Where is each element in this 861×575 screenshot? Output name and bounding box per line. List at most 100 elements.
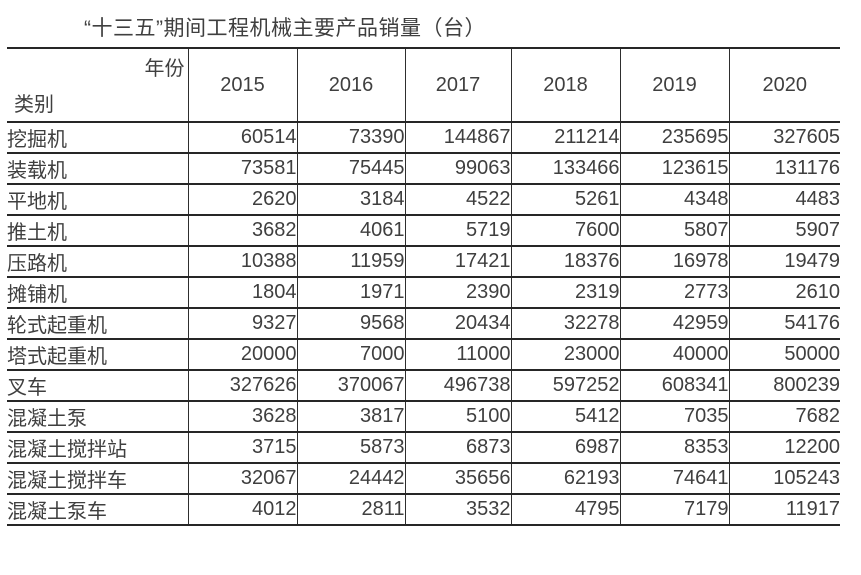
value-cell: 327605 (728, 122, 840, 153)
table-row: 混凝土泵车 4012 2811 3532 4795 7179 11917 (7, 494, 840, 525)
value-cell: 9568 (296, 308, 405, 339)
value-cell: 597252 (510, 370, 620, 401)
value-cell: 2773 (619, 277, 729, 308)
value-cell: 4348 (619, 184, 729, 215)
value-cell: 32278 (510, 308, 620, 339)
value-cell: 131176 (728, 153, 840, 184)
value-cell: 5261 (510, 184, 620, 215)
value-cell: 608341 (619, 370, 729, 401)
value-cell: 54176 (728, 308, 840, 339)
value-cell: 11917 (728, 494, 840, 525)
table-row: 压路机 10388 11959 17421 18376 16978 19479 (7, 246, 840, 277)
value-cell: 2319 (510, 277, 620, 308)
category-cell: 摊铺机 (7, 284, 67, 306)
value-cell: 5807 (619, 215, 729, 246)
table-row: 平地机 2620 3184 4522 5261 4348 4483 (7, 184, 840, 215)
value-cell: 19479 (728, 246, 840, 277)
year-header: 2015 (187, 48, 297, 122)
value-cell: 7000 (296, 339, 405, 370)
value-cell: 7035 (619, 401, 729, 432)
value-cell: 11959 (296, 246, 405, 277)
value-cell: 3817 (296, 401, 405, 432)
value-cell: 50000 (728, 339, 840, 370)
value-cell: 5100 (404, 401, 511, 432)
value-cell: 40000 (619, 339, 729, 370)
value-cell: 10388 (187, 246, 297, 277)
year-header: 2018 (510, 48, 620, 122)
value-cell: 5719 (404, 215, 511, 246)
value-cell: 6873 (404, 432, 511, 463)
value-cell: 3532 (404, 494, 511, 525)
category-cell: 装载机 (7, 160, 67, 182)
value-cell: 4522 (404, 184, 511, 215)
year-header: 2016 (296, 48, 405, 122)
table-row: 推土机 3682 4061 5719 7600 5807 5907 (7, 215, 840, 246)
table-row: 混凝土搅拌站 3715 5873 6873 6987 8353 12200 (7, 432, 840, 463)
table-row: 装载机 73581 75445 99063 133466 123615 131176 (7, 153, 840, 184)
value-cell: 75445 (296, 153, 405, 184)
value-cell: 1971 (296, 277, 405, 308)
category-cell: 混凝土泵 (7, 408, 87, 430)
value-cell: 211214 (510, 122, 620, 153)
value-cell: 11000 (404, 339, 511, 370)
category-cell: 轮式起重机 (7, 315, 107, 337)
value-cell: 73390 (296, 122, 405, 153)
category-cell: 混凝土泵车 (7, 501, 107, 523)
value-cell: 73581 (187, 153, 297, 184)
value-cell: 327626 (187, 370, 297, 401)
value-cell: 18376 (510, 246, 620, 277)
table-row: 混凝土泵 3628 3817 5100 5412 7035 7682 (7, 401, 840, 432)
value-cell: 99063 (404, 153, 511, 184)
value-cell: 7682 (728, 401, 840, 432)
value-cell: 4061 (296, 215, 405, 246)
value-cell: 12200 (728, 432, 840, 463)
value-cell: 2610 (728, 277, 840, 308)
table-row: 摊铺机 1804 1971 2390 2319 2773 2610 (7, 277, 840, 308)
value-cell: 9327 (187, 308, 297, 339)
value-cell: 1804 (187, 277, 297, 308)
value-cell: 5907 (728, 215, 840, 246)
corner-cell-inner: 年份 类别 (7, 49, 188, 121)
value-cell: 8353 (619, 432, 729, 463)
value-cell: 4483 (728, 184, 840, 215)
category-cell: 塔式起重机 (7, 346, 107, 368)
value-cell: 20434 (404, 308, 511, 339)
value-cell: 7179 (619, 494, 729, 525)
table-row: 叉车 327626 370067 496738 597252 608341 800239 (7, 370, 840, 401)
value-cell: 23000 (510, 339, 620, 370)
value-cell: 60514 (187, 122, 297, 153)
value-cell: 2620 (187, 184, 297, 215)
sales-table: 年份 类别 2015 2016 2017 2018 2019 2020 挖掘机 60514 7… (7, 47, 840, 526)
category-cell: 混凝土搅拌站 (7, 439, 127, 461)
category-cell: 压路机 (7, 253, 67, 275)
table-header-row: 年份 类别 2015 2016 2017 2018 2019 2020 (7, 48, 840, 122)
value-cell: 3628 (187, 401, 297, 432)
value-cell: 4012 (187, 494, 297, 525)
value-cell: 42959 (619, 308, 729, 339)
table-row: 挖掘机 60514 73390 144867 211214 235695 327605 (7, 122, 840, 153)
value-cell: 35656 (404, 463, 511, 494)
value-cell: 133466 (510, 153, 620, 184)
value-cell: 32067 (187, 463, 297, 494)
value-cell: 235695 (619, 122, 729, 153)
value-cell: 3184 (296, 184, 405, 215)
category-cell: 平地机 (7, 191, 67, 213)
corner-year-label: 年份 (144, 58, 185, 80)
value-cell: 4795 (510, 494, 620, 525)
value-cell: 17421 (404, 246, 511, 277)
value-cell: 5873 (296, 432, 405, 463)
value-cell: 6987 (510, 432, 620, 463)
category-cell: 混凝土搅拌车 (7, 470, 127, 492)
value-cell: 16978 (619, 246, 729, 277)
value-cell: 5412 (510, 401, 620, 432)
value-cell: 7600 (510, 215, 620, 246)
category-cell: 推土机 (7, 222, 67, 244)
value-cell: 3715 (187, 432, 297, 463)
table-row: 塔式起重机 20000 7000 11000 23000 40000 50000 (7, 339, 840, 370)
value-cell: 2390 (404, 277, 511, 308)
value-cell: 496738 (404, 370, 511, 401)
value-cell: 20000 (187, 339, 297, 370)
corner-cell: 年份 类别 (7, 48, 188, 122)
table-row: 混凝土搅拌车 32067 24442 35656 62193 74641 105243 (7, 463, 840, 494)
